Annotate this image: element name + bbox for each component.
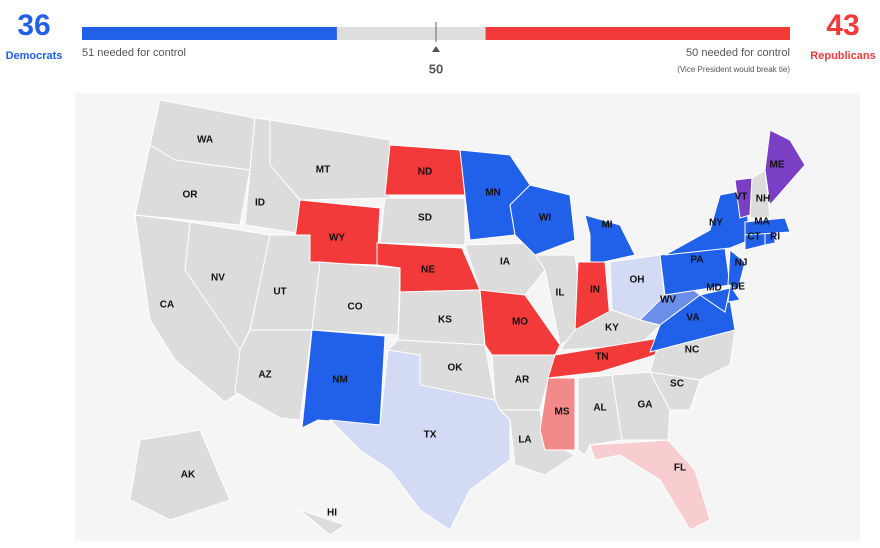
rep-bar	[485, 27, 790, 40]
state-label: ID	[255, 198, 265, 209]
state-label: ME	[770, 160, 785, 171]
state-label: LA	[518, 435, 531, 446]
state-label: MT	[316, 165, 330, 176]
state-label: AZ	[258, 370, 271, 381]
state-label: NJ	[735, 258, 748, 269]
state-label: NH	[756, 194, 770, 205]
state-label: OR	[183, 190, 199, 201]
state	[698, 287, 731, 313]
state-label: UT	[273, 287, 286, 298]
state-label: TX	[424, 430, 437, 441]
state-label: VT	[735, 192, 748, 203]
dem-label: Democrats	[6, 50, 63, 62]
state-label: HI	[327, 508, 337, 519]
state	[134, 144, 251, 226]
state	[509, 184, 576, 256]
dem-bar	[82, 27, 337, 40]
state-label: SD	[418, 213, 432, 224]
state-label: AL	[593, 403, 606, 414]
state-label: TN	[595, 352, 608, 363]
state-label: WI	[539, 213, 551, 224]
state-label: OK	[448, 363, 464, 374]
state	[328, 349, 511, 531]
state-label: CA	[160, 300, 174, 311]
state	[464, 242, 546, 296]
rep-label: Republicans	[810, 50, 875, 62]
dem-note: 51 needed for control	[82, 47, 186, 59]
state	[764, 129, 806, 207]
state	[589, 439, 711, 531]
state-label: PA	[690, 255, 703, 266]
state-label: NV	[211, 273, 225, 284]
state	[498, 409, 576, 476]
state-label: NC	[685, 345, 699, 356]
state	[727, 249, 746, 291]
state-label: WY	[329, 233, 345, 244]
state-label: NM	[332, 375, 348, 386]
state-label: MN	[485, 188, 501, 199]
rep-seats: 43	[826, 9, 859, 42]
state	[584, 214, 636, 266]
state-label: CT	[747, 232, 760, 243]
state	[539, 377, 576, 451]
state	[299, 509, 347, 536]
state-label: CO	[348, 302, 363, 313]
state-label: AK	[181, 470, 196, 481]
state-label: IN	[590, 285, 600, 296]
state-label: MA	[754, 217, 770, 228]
state-label: MO	[512, 317, 528, 328]
state	[269, 119, 391, 201]
state-label: WV	[660, 295, 676, 306]
state-label: SC	[670, 379, 684, 390]
state	[749, 169, 771, 219]
state	[547, 337, 661, 379]
state	[311, 261, 401, 336]
dem-seats: 36	[17, 9, 50, 42]
state-label: NY	[709, 218, 723, 229]
state-label: KS	[438, 315, 452, 326]
state-label: KY	[605, 323, 619, 334]
state-label: IL	[556, 288, 565, 299]
state-label: AR	[515, 375, 530, 386]
state-label: RI	[770, 232, 780, 243]
state-label: MI	[601, 220, 612, 231]
state-label: DE	[731, 282, 745, 293]
control-mark-label: 50	[429, 61, 443, 76]
state-label: ND	[418, 167, 432, 178]
state-label: MS	[555, 407, 570, 418]
state-label: WA	[197, 135, 213, 146]
state	[611, 371, 671, 441]
state-label: IA	[500, 257, 510, 268]
state-label: MD	[706, 283, 722, 294]
rep-subnote: (Vice President would break tie)	[677, 65, 790, 74]
rep-note: 50 needed for control	[686, 47, 790, 59]
state-label: GA	[638, 400, 653, 411]
state-label: OH	[630, 275, 645, 286]
state	[744, 217, 791, 236]
control-arrow	[432, 46, 440, 52]
state-label: NE	[421, 265, 435, 276]
state	[129, 429, 231, 521]
state-label: FL	[674, 463, 686, 474]
state-label: VA	[686, 313, 699, 324]
